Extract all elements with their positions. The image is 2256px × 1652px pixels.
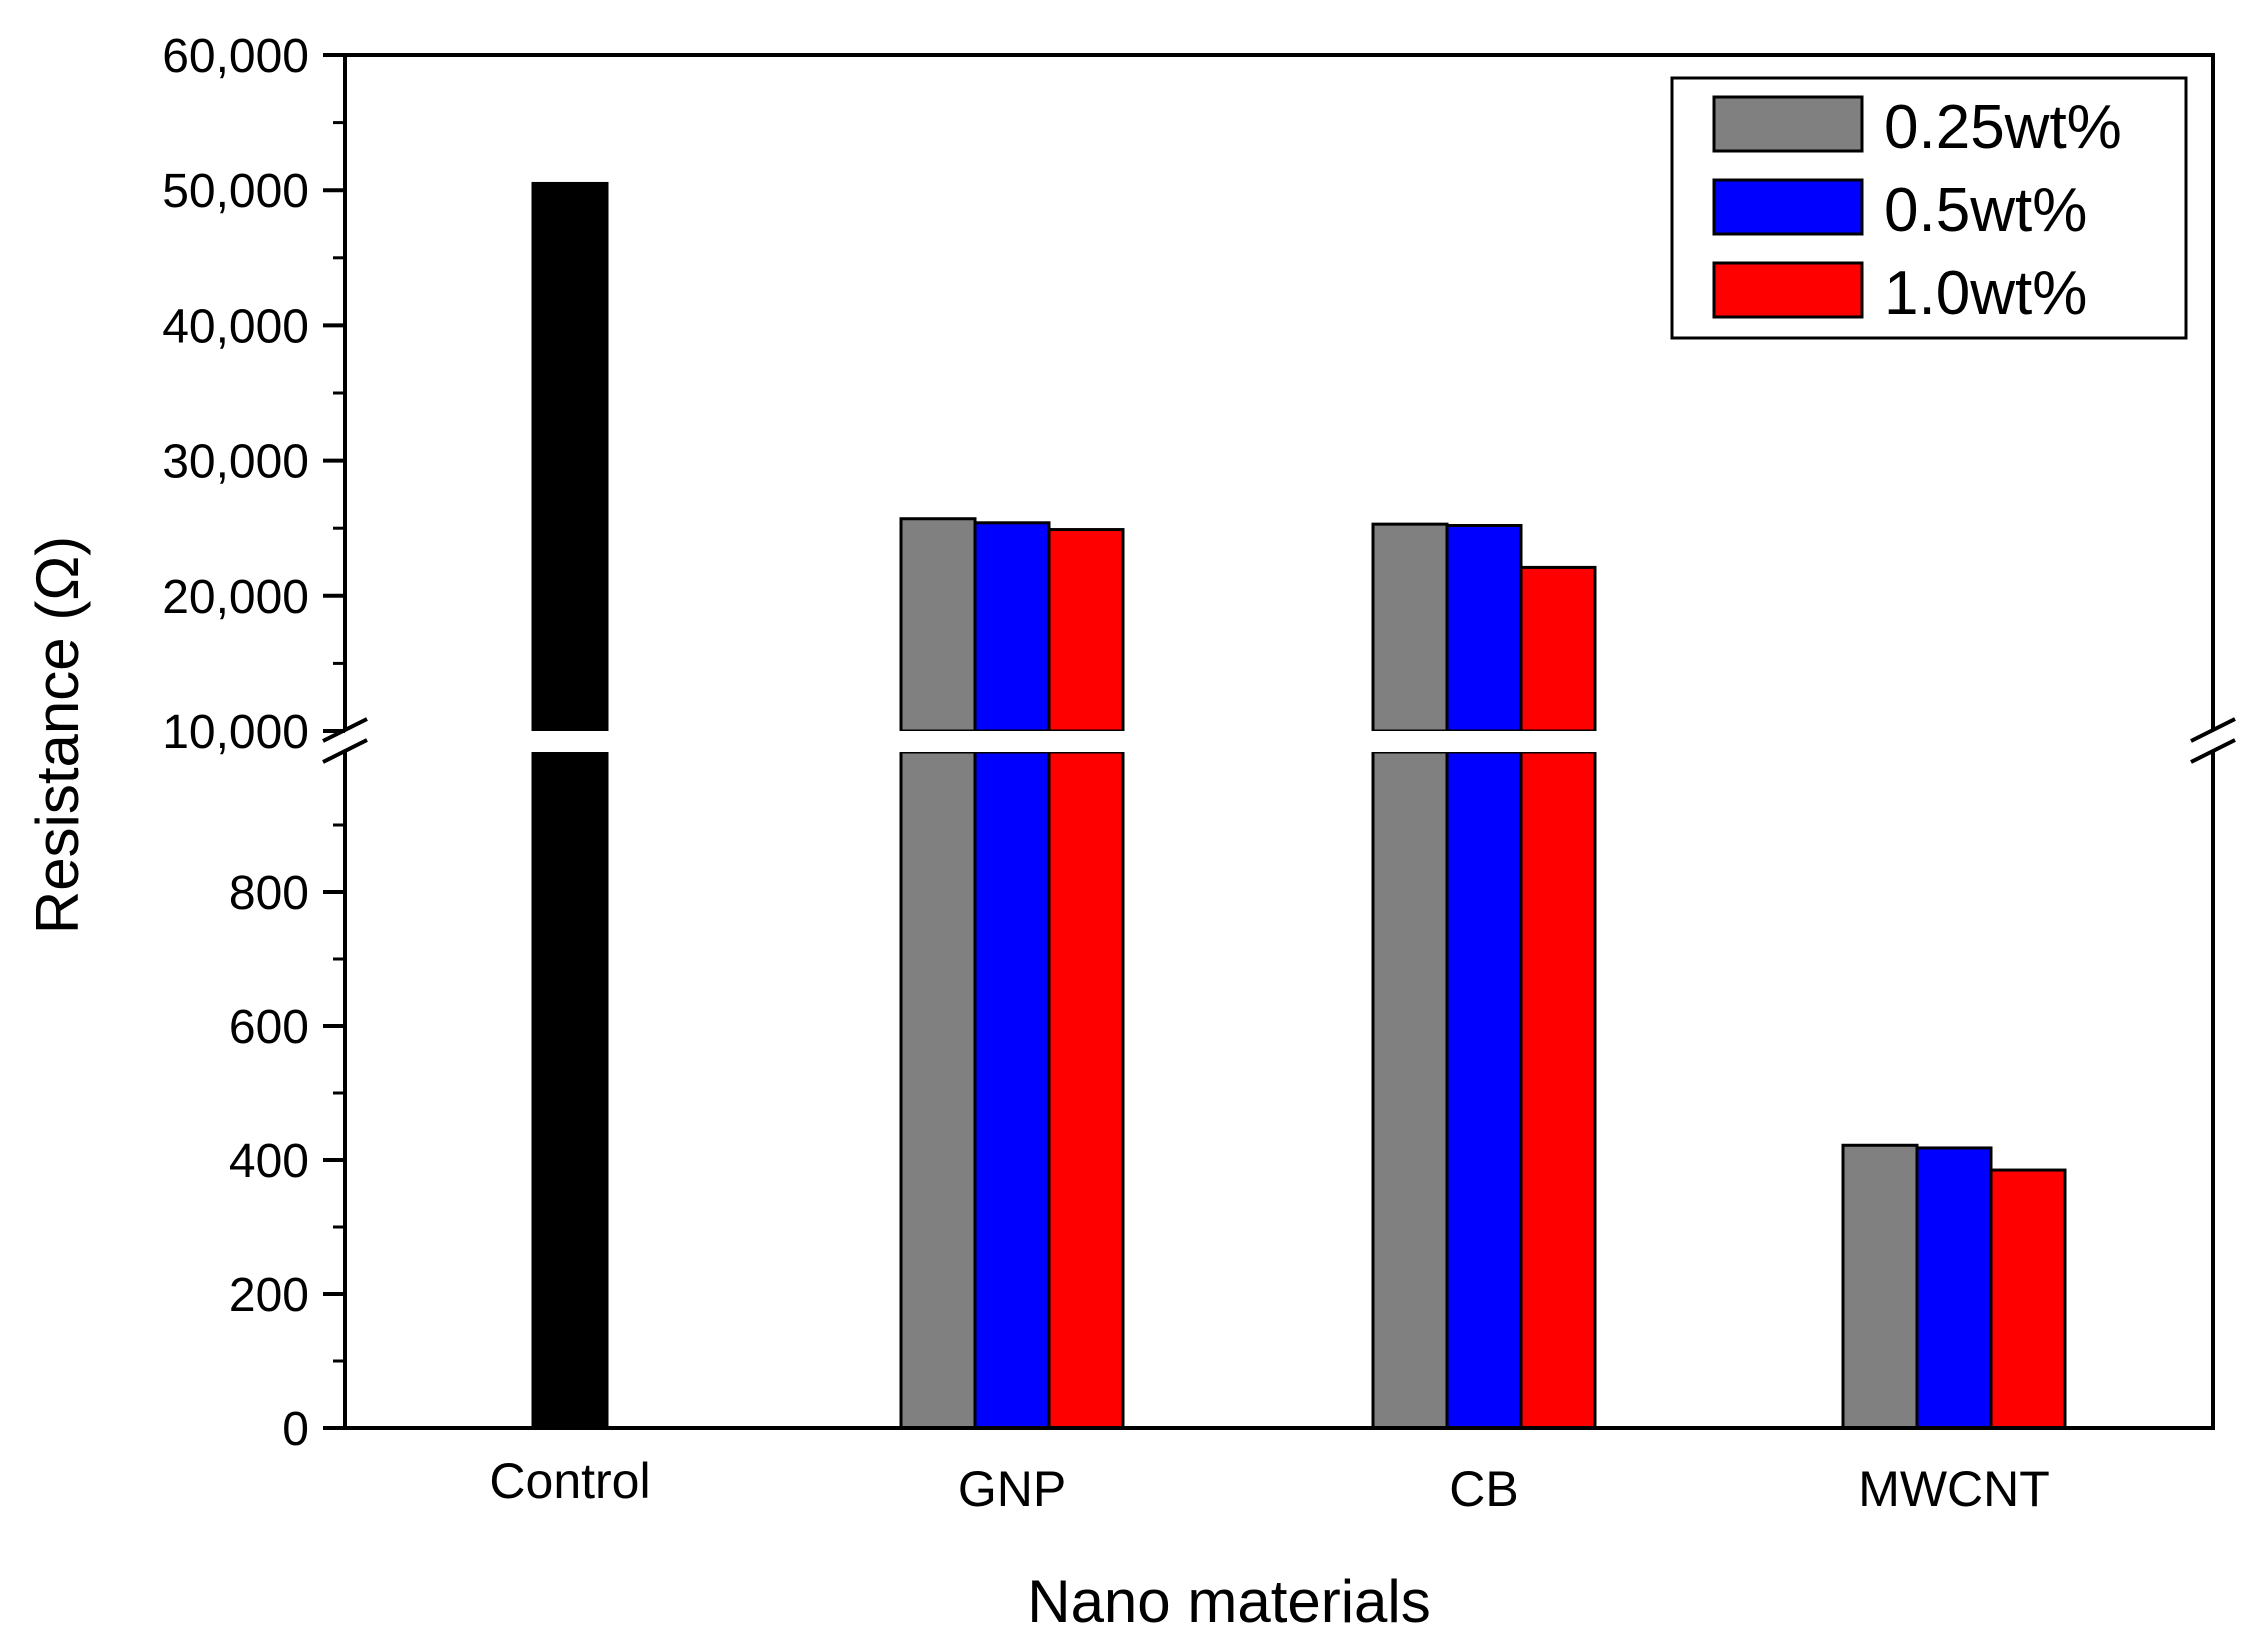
y-axis-title: Resistance (Ω) (24, 536, 91, 934)
x-category-gnp: GNP (958, 1461, 1066, 1517)
axis-break (322, 717, 2236, 764)
y-tick-upper-20000-label: 20,000 (162, 571, 309, 624)
bar-cb-0-25wt-upper (1371, 522, 1449, 733)
bar-gnp-1-0wt-upper (1047, 528, 1125, 733)
bar-gnp-1-0wt-lower (1047, 750, 1125, 1430)
x-category-mwcnt: MWCNT (1858, 1461, 2050, 1517)
axis-break-gap (337, 731, 2221, 752)
legend-swatch-0-5wt (1712, 178, 1864, 236)
axis-break-mark-left-bottom (322, 738, 368, 764)
legend-label-0-5wt: 0.5wt% (1884, 176, 2087, 245)
bar-gnp-0-25wt-upper (899, 517, 977, 733)
legend-swatch-0-25wt (1712, 95, 1864, 153)
y-tick-lower-200-label: 200 (229, 1269, 309, 1322)
bars-layer (531, 181, 2067, 1430)
y-tick-lower-400-label: 400 (229, 1135, 309, 1188)
y-tick-lower-600-label: 600 (229, 1001, 309, 1054)
axis-break-mark-right-top (2190, 717, 2236, 743)
legend: 0.25wt% 0.5wt% 1.0wt% (1670, 76, 2188, 340)
bar-gnp-0-5wt-upper (973, 521, 1051, 733)
bar-mwcnt-0-25wt (1841, 1143, 1919, 1430)
x-category-control: Control (489, 1453, 650, 1509)
bar-cb-0-5wt-lower (1445, 750, 1523, 1430)
legend-swatch-1-0wt (1712, 261, 1864, 319)
bar-control-upper (531, 181, 609, 733)
bar-cb-0-5wt-upper (1445, 523, 1523, 733)
y-tick-upper-50000-label: 50,000 (162, 165, 309, 218)
x-category-cb: CB (1449, 1461, 1518, 1517)
axis-break-mark-right-bottom (2190, 738, 2236, 764)
bar-cb-1-0wt-upper (1519, 565, 1597, 733)
y-tick-upper-30000-label: 30,000 (162, 436, 309, 489)
legend-label-0-25wt: 0.25wt% (1884, 93, 2122, 162)
bar-cb-1-0wt-lower (1519, 750, 1597, 1430)
y-tick-lower-0-label: 0 (282, 1403, 309, 1456)
x-axis-categories: Control GNP CB MWCNT (489, 1453, 2049, 1517)
legend-label-1-0wt: 1.0wt% (1884, 259, 2087, 328)
bar-control-lower (531, 750, 609, 1430)
y-axis-ticks: 0 200 400 600 800 10,000 20,000 30,000 40,000 50,… (162, 30, 345, 1456)
bar-cb-0-25wt-lower (1371, 750, 1449, 1430)
bar-gnp-0-5wt-lower (973, 750, 1051, 1430)
y-tick-lower-800-label: 800 (229, 867, 309, 920)
y-tick-upper-60000-label: 60,000 (162, 30, 309, 83)
x-axis-title: Nano materials (1027, 1568, 1431, 1635)
bar-mwcnt-1-0wt (1989, 1168, 2067, 1430)
bar-mwcnt-0-5wt (1915, 1146, 1993, 1430)
y-tick-upper-40000-label: 40,000 (162, 300, 309, 353)
bar-gnp-0-25wt-lower (899, 750, 977, 1430)
y-tick-upper-10000-label: 10,000 (162, 706, 309, 759)
